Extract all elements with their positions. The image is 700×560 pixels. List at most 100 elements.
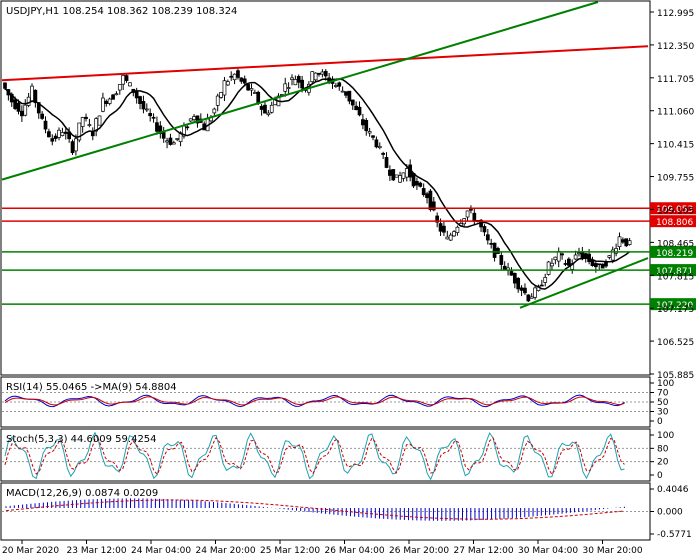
candle-body (171, 142, 176, 145)
candle-body (151, 116, 156, 119)
candle-body (492, 242, 497, 258)
candle-body (313, 72, 318, 81)
candle-body (50, 138, 55, 142)
candle-body (259, 105, 264, 110)
indicator-tick-label: 0.000 (657, 508, 683, 518)
candle-body (242, 78, 247, 84)
price-level-label: 109.053 (656, 205, 693, 215)
candle-body (256, 91, 261, 104)
candle-body (594, 263, 598, 268)
candle-body (286, 87, 291, 89)
candle-body (472, 212, 477, 222)
price-tick-label: 107.815 (657, 272, 694, 282)
time-tick-label: 26 Mar 20:00 (389, 546, 449, 556)
candle-body (546, 261, 551, 275)
price-tick-label: 111.705 (657, 75, 694, 85)
price-level-label: 108.806 (656, 218, 693, 228)
candle-body (418, 182, 423, 187)
candle-body (553, 256, 558, 261)
indicator-tick-label: 100 (657, 431, 674, 441)
candle-body (445, 236, 450, 240)
candle-body (128, 82, 132, 87)
price-level-tag (650, 215, 696, 228)
price-tick-label: 109.755 (657, 174, 694, 184)
candle-body (293, 79, 298, 86)
price-tick-label: 111.060 (657, 108, 694, 118)
candle-body (357, 106, 362, 116)
candle-body (435, 215, 440, 223)
candle-body (16, 102, 21, 112)
candle-body (144, 108, 149, 111)
candle-body (104, 100, 109, 104)
candle-body (533, 287, 537, 298)
candle-body (290, 77, 294, 80)
indicator-tick-label: 80 (657, 444, 669, 454)
candle-body (448, 234, 453, 241)
price-level-tag (650, 202, 696, 215)
candle-body (563, 263, 568, 265)
candle-body (87, 124, 92, 126)
candle-body (377, 145, 382, 149)
candle-body (566, 258, 571, 266)
price-tick-label: 106.525 (657, 338, 694, 348)
indicator-tick-label: 30 (657, 408, 669, 418)
candle-body (263, 104, 267, 114)
candle-body (560, 253, 564, 256)
candle-body (347, 90, 352, 102)
candle-body (617, 236, 622, 247)
candle-body (394, 174, 399, 178)
candle-body (3, 82, 7, 89)
price-tick-label: 112.995 (657, 9, 694, 19)
candle-body (361, 119, 365, 126)
candle-body (40, 113, 44, 119)
candle-body (350, 99, 355, 106)
candle-body (188, 118, 193, 122)
candle-body (415, 180, 419, 186)
candle-body (442, 225, 446, 233)
candle-body (600, 263, 605, 269)
candle-body (269, 104, 274, 113)
candle-body (57, 129, 61, 138)
candle-body (374, 139, 379, 148)
candle-body (485, 234, 490, 241)
candle-body (121, 75, 126, 85)
candle-body (33, 89, 38, 104)
candle-body (266, 112, 271, 115)
candle-body (236, 70, 240, 78)
candle-body (158, 125, 163, 134)
candle-body (317, 73, 321, 75)
candle-body (367, 131, 372, 134)
candle-body (30, 85, 34, 102)
time-tick-label: 23 Mar 12:00 (67, 546, 127, 556)
time-tick-label: 30 Mar 20:00 (583, 546, 643, 556)
candle-body (323, 70, 328, 77)
time-tick-label: 27 Mar 12:00 (454, 546, 514, 556)
candle-body (597, 263, 602, 266)
resistance-trendline (1, 45, 649, 82)
candle-body (398, 175, 402, 183)
candle-body (499, 255, 504, 265)
candle-body (577, 252, 581, 255)
candle-body (84, 116, 88, 119)
candle-body (252, 92, 257, 94)
rsi-ma-line (4, 396, 625, 406)
candle-body (225, 81, 230, 86)
indicator-tick-label: 50 (657, 398, 669, 408)
candle-body (124, 75, 129, 82)
candle-body (539, 284, 544, 287)
candle-body (624, 238, 629, 247)
price-header: USDJPY,H1 108.254 108.362 108.239 108.32… (6, 6, 237, 17)
candle-body (161, 132, 166, 139)
candle-body (111, 94, 115, 100)
rsi-header: RSI(14) 55.0465 ->MA(9) 54.8804 (6, 382, 177, 393)
candle-body (215, 95, 220, 106)
candle-body (195, 115, 200, 124)
candle-body (455, 226, 460, 233)
candle-body (70, 141, 75, 154)
candle-body (431, 201, 436, 211)
candle-body (94, 118, 99, 132)
candle-body (496, 248, 500, 254)
rsi-line (4, 394, 625, 408)
time-tick-label: 25 Mar 12:00 (260, 546, 320, 556)
